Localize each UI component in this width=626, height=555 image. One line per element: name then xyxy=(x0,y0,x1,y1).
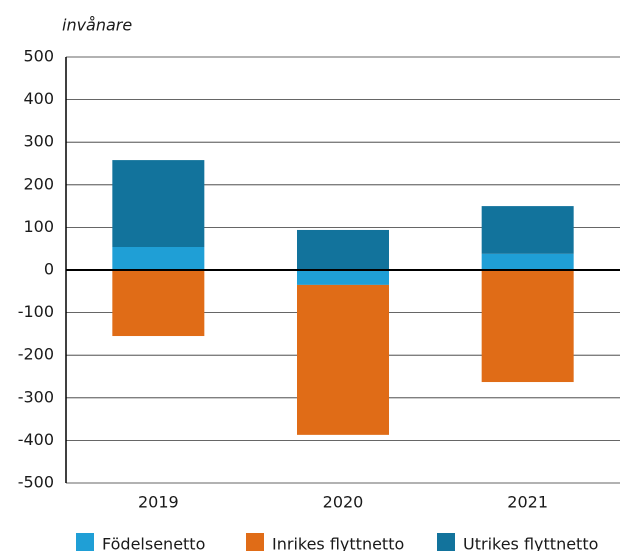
y-tick-label: -100 xyxy=(18,302,54,321)
x-tick-label: 2019 xyxy=(138,493,179,512)
legend-label: Utrikes flyttnetto xyxy=(463,535,598,552)
legend-swatch xyxy=(437,533,455,551)
y-tick-label: 300 xyxy=(23,132,54,151)
y-tick-label: -400 xyxy=(18,430,54,449)
legend-label: Inrikes flyttnetto xyxy=(272,535,404,552)
bar-segment xyxy=(112,160,205,247)
y-tick-label: -500 xyxy=(18,473,54,492)
bar-segment xyxy=(112,246,205,270)
bar-segment xyxy=(297,284,389,435)
bar-segment xyxy=(481,270,574,383)
y-tick-label: 100 xyxy=(23,217,54,236)
y-tick-label: -300 xyxy=(18,387,54,406)
y-tick-label: 400 xyxy=(23,89,54,108)
bar-segment xyxy=(481,253,574,270)
bar-segment xyxy=(481,206,574,254)
bar-segment xyxy=(112,270,205,337)
y-tick-label: -200 xyxy=(18,345,54,364)
bar-segment xyxy=(297,229,389,270)
y-tick-label: 200 xyxy=(23,174,54,193)
y-tick-label: 500 xyxy=(23,47,54,66)
legend-swatch xyxy=(76,533,94,551)
y-axis-label: invånare xyxy=(62,16,132,35)
x-tick-label: 2021 xyxy=(507,493,548,512)
legend-label: Födelsenetto xyxy=(102,535,205,552)
x-tick-label: 2020 xyxy=(323,493,364,512)
y-tick-label: 0 xyxy=(44,260,54,279)
bar-segment xyxy=(297,270,389,285)
legend-swatch xyxy=(246,533,264,551)
